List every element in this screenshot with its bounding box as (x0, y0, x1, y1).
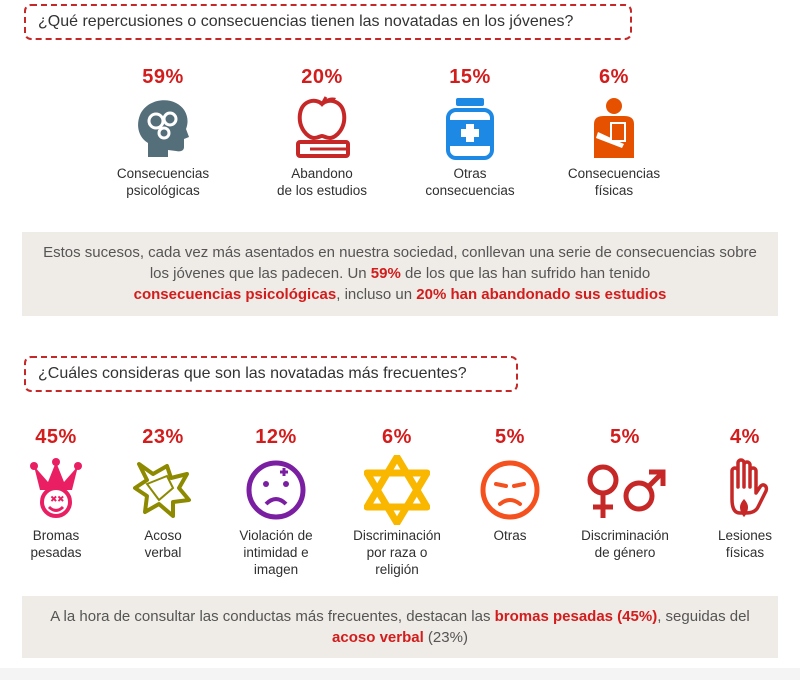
stat-discriminacion-de-genero: 5% Discriminación de género (570, 426, 680, 561)
sad-face-icon (221, 457, 331, 523)
stat-label: Discriminación por raza o religión (353, 528, 441, 577)
summary-frequent: A la hora de consultar las conductas más… (22, 596, 778, 658)
summary-highlight: bromas pesadas (45%) (494, 608, 658, 625)
question-frecuentes: ¿Cuáles consideras que son las novatadas… (24, 356, 518, 392)
summary-highlight: consecuencias psicológicas (133, 286, 337, 303)
stat-acoso-verbal: 23% Acoso verbal (108, 426, 218, 561)
summary-highlight: acoso verbal (332, 629, 424, 646)
stat-otras: 5% Otras (455, 426, 565, 544)
summary-text: , seguidas del (657, 608, 750, 625)
head-gears-icon (88, 95, 238, 161)
stat-value: 6% (599, 66, 629, 88)
medicine-bottle-icon (395, 95, 545, 161)
question-repercusiones: ¿Qué repercusiones o consecuencias tiene… (24, 4, 632, 40)
question-text: ¿Cuáles consideras que son las novatadas… (38, 365, 467, 382)
stat-label: Acoso verbal (144, 528, 182, 560)
question-text: ¿Qué repercusiones o consecuencias tiene… (38, 13, 574, 30)
stat-value: 5% (495, 426, 525, 448)
bottom-strip (0, 668, 800, 680)
stat-label: Lesiones físicas (717, 528, 773, 560)
stat-label: Discriminación de género (581, 528, 669, 560)
speech-burst-icon (108, 457, 218, 523)
summary-text: de los que las han sufrido han tenido (400, 265, 651, 282)
summary-text: Estos sucesos, cada vez más asentados en… (43, 244, 757, 282)
star-of-david-icon (342, 455, 452, 525)
gender-symbols-icon (570, 457, 680, 523)
stat-bromas-pesadas: 45% ✖ ✖ Bromas pesadas (1, 426, 111, 561)
svg-text:✖: ✖ (57, 495, 65, 505)
stat-label: Otras (493, 528, 527, 543)
stat-violacion-de-intimidad-e-imagen: 12% Violación de intimidad e imagen (221, 426, 331, 578)
injured-arm-icon (539, 95, 689, 161)
stat-consecuencias-fisicas: 6% Consecuencias físicas (539, 66, 689, 199)
stat-value: 59% (142, 66, 184, 88)
stat-label: Otras consecuencias (425, 166, 515, 198)
summary-consequences: Estos sucesos, cada vez más asentados en… (22, 232, 778, 316)
svg-text:✖: ✖ (50, 495, 58, 505)
stat-label: Consecuencias psicológicas (116, 166, 210, 198)
stat-value: 5% (610, 426, 640, 448)
stat-value: 15% (449, 66, 491, 88)
stat-value: 20% (301, 66, 343, 88)
stat-value: 45% (35, 426, 77, 448)
summary-text: (23%) (423, 629, 468, 646)
summary-highlight: 20% han abandonado sus estudios (416, 286, 667, 303)
stat-otras-consecuencias: 15% Otras consecuencias (395, 66, 545, 199)
stat-value: 23% (142, 426, 184, 448)
jester-icon: ✖ ✖ (1, 457, 111, 523)
stat-value: 12% (255, 426, 297, 448)
stat-discriminacion-por-raza-o-religion: 6% Discriminación por raza o religión (342, 426, 452, 578)
summary-text: A la hora de consultar las conductas más… (50, 608, 495, 625)
frown-face-icon (455, 457, 565, 523)
stat-lesiones-fisicas: 4% Lesiones físicas (690, 426, 800, 561)
summary-highlight: 59% (370, 265, 401, 282)
apple-book-icon (247, 95, 397, 161)
stat-label: Bromas pesadas (30, 528, 82, 560)
stat-consecuencias-psicologicas: 59% Consecuencias psicológicas (88, 66, 238, 199)
stat-value: 4% (730, 426, 760, 448)
summary-text: , incluso un (336, 286, 417, 303)
bleeding-hand-icon (690, 457, 800, 523)
stat-label: Violación de intimidad e imagen (239, 528, 313, 577)
stat-value: 6% (382, 426, 412, 448)
stat-label: Consecuencias físicas (567, 166, 661, 198)
stat-abandono-de-los-estudios: 20% Abandono de los estudios (247, 66, 397, 199)
stat-label: Abandono de los estudios (276, 166, 368, 198)
